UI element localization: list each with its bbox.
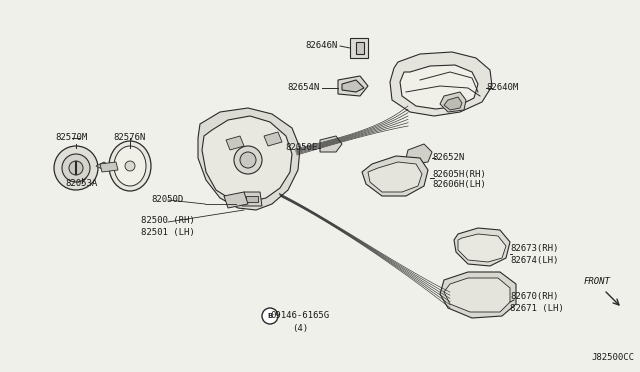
Polygon shape xyxy=(350,38,368,58)
Polygon shape xyxy=(406,144,432,164)
Text: 82654N: 82654N xyxy=(288,83,320,93)
Ellipse shape xyxy=(109,141,151,191)
Polygon shape xyxy=(202,116,292,202)
Polygon shape xyxy=(96,162,110,170)
Text: 82640M: 82640M xyxy=(486,83,518,93)
Text: 82606H(LH): 82606H(LH) xyxy=(432,180,486,189)
Text: 82670(RH): 82670(RH) xyxy=(510,292,558,301)
Text: 82605H(RH): 82605H(RH) xyxy=(432,170,486,179)
Polygon shape xyxy=(390,52,492,116)
Polygon shape xyxy=(100,162,118,172)
Text: 82576N: 82576N xyxy=(114,134,146,142)
Circle shape xyxy=(262,308,278,324)
Text: 82053A: 82053A xyxy=(66,179,98,187)
Circle shape xyxy=(54,146,98,190)
Circle shape xyxy=(69,161,83,175)
Text: 82646N: 82646N xyxy=(306,42,338,51)
Circle shape xyxy=(234,146,262,174)
Text: 82050E: 82050E xyxy=(285,144,318,153)
Polygon shape xyxy=(362,156,428,196)
Polygon shape xyxy=(440,92,466,112)
Text: 82674(LH): 82674(LH) xyxy=(510,256,558,264)
Text: 82652N: 82652N xyxy=(432,154,464,163)
Polygon shape xyxy=(320,136,342,152)
Polygon shape xyxy=(444,97,462,110)
Polygon shape xyxy=(224,192,248,208)
Polygon shape xyxy=(444,278,510,312)
Text: 82501 (LH): 82501 (LH) xyxy=(141,228,195,237)
Text: 82671 (LH): 82671 (LH) xyxy=(510,304,564,312)
Text: (4): (4) xyxy=(292,324,308,333)
Circle shape xyxy=(62,154,90,182)
Text: 82673(RH): 82673(RH) xyxy=(510,244,558,253)
Text: 82050D: 82050D xyxy=(152,196,184,205)
Polygon shape xyxy=(264,132,282,146)
Text: 09146-6165G: 09146-6165G xyxy=(271,311,330,321)
Polygon shape xyxy=(440,272,516,318)
Circle shape xyxy=(125,161,135,171)
Polygon shape xyxy=(454,228,510,266)
Text: 82570M: 82570M xyxy=(56,134,88,142)
Text: J82500CC: J82500CC xyxy=(591,353,634,362)
Polygon shape xyxy=(226,136,244,150)
Text: FRONT: FRONT xyxy=(584,278,611,286)
Polygon shape xyxy=(356,42,364,54)
Polygon shape xyxy=(458,234,506,262)
Polygon shape xyxy=(198,108,300,210)
Polygon shape xyxy=(400,65,478,109)
Circle shape xyxy=(240,152,256,168)
Polygon shape xyxy=(338,76,368,96)
Polygon shape xyxy=(246,196,258,202)
Polygon shape xyxy=(342,80,364,92)
Text: B: B xyxy=(268,313,273,319)
Text: 82500 (RH): 82500 (RH) xyxy=(141,215,195,224)
Polygon shape xyxy=(368,162,422,192)
Polygon shape xyxy=(242,192,262,206)
Ellipse shape xyxy=(114,146,146,186)
